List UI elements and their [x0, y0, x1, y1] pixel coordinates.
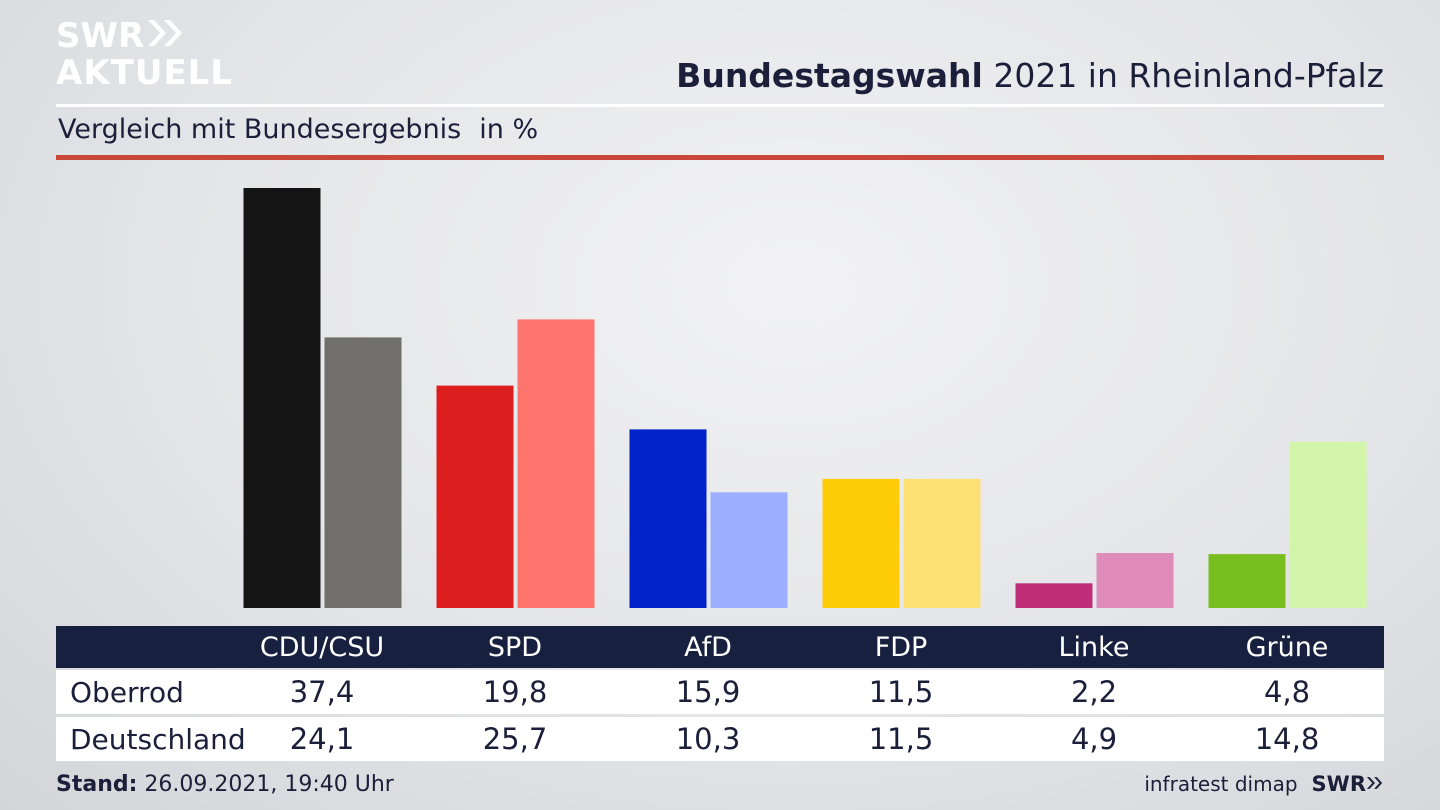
- category-label-linke: Linke: [1058, 631, 1130, 663]
- footer-swr-logo: SWR: [1312, 772, 1384, 796]
- title-rest: 2021 in Rheinland-Pfalz: [993, 56, 1384, 95]
- bar-spd-oberrod: [436, 385, 514, 608]
- double-chevron-icon: [146, 18, 186, 54]
- footer-credits: infratest dimap SWR: [1144, 772, 1384, 796]
- value-fdp-deutschland: 11,5: [868, 722, 934, 756]
- subtitle-text: Vergleich mit Bundesergebnis: [58, 114, 462, 145]
- stand-value: 26.09.2021, 19:40 Uhr: [144, 772, 394, 797]
- table-header: CDU/CSU SPD AfD FDP Linke Grüne: [56, 626, 1384, 668]
- stand-timestamp: Stand: 26.09.2021, 19:40 Uhr: [56, 772, 394, 797]
- row-label-deutschland: Deutschland: [70, 722, 246, 756]
- swr-aktuell-logo: SWR AKTUELL: [56, 18, 233, 90]
- value-cdu-csu-deutschland: 24,1: [289, 722, 355, 756]
- bar-spd-deutschland: [517, 319, 595, 608]
- table-row-oberrod: Oberrod 37,4 19,8 15,9 11,5 2,2 4,8: [56, 670, 1384, 714]
- source-credit: infratest dimap: [1144, 772, 1298, 796]
- logo-swr-text: SWR: [56, 16, 145, 56]
- value-afd-oberrod: 15,9: [675, 675, 741, 709]
- bar-cdu-csu-oberrod: [243, 188, 321, 608]
- subtitle: Vergleich mit Bundesergebnis in %: [58, 114, 538, 145]
- bar-cdu-csu-deutschland: [324, 337, 402, 608]
- footer-swr-text: SWR: [1311, 772, 1366, 796]
- value-gruene-deutschland: 14,8: [1254, 722, 1320, 756]
- value-gruene-oberrod: 4,8: [1263, 675, 1311, 709]
- bar-linke-oberrod: [1015, 583, 1093, 608]
- subtitle-divider: [56, 155, 1384, 160]
- bar-fdp-oberrod: [822, 478, 900, 608]
- value-linke-oberrod: 2,2: [1070, 675, 1118, 709]
- bar-gruene-deutschland: [1289, 441, 1367, 608]
- stand-label: Stand:: [56, 772, 138, 797]
- value-linke-deutschland: 4,9: [1070, 722, 1118, 756]
- bar-chart: [243, 188, 1367, 608]
- value-fdp-oberrod: 11,5: [868, 675, 934, 709]
- unit-label: in %: [479, 114, 539, 145]
- bar-afd-deutschland: [710, 492, 788, 608]
- row-label-oberrod: Oberrod: [70, 675, 184, 709]
- header-divider: [56, 104, 1384, 107]
- category-label-spd: SPD: [487, 631, 543, 663]
- page-title: Bundestagswahl 2021 in Rheinland-Pfalz: [676, 56, 1384, 95]
- logo-aktuell-text: AKTUELL: [56, 53, 234, 93]
- bar-linke-deutschland: [1096, 553, 1174, 608]
- bar-gruene-oberrod: [1208, 554, 1286, 608]
- category-label-fdp: FDP: [874, 631, 928, 663]
- bar-fdp-deutschland: [903, 478, 981, 608]
- bar-afd-oberrod: [629, 429, 707, 608]
- double-chevron-icon: [1366, 772, 1384, 796]
- value-spd-deutschland: 25,7: [482, 722, 548, 756]
- value-cdu-csu-oberrod: 37,4: [289, 675, 355, 709]
- value-afd-deutschland: 10,3: [675, 722, 741, 756]
- category-label-gruene: Grüne: [1245, 631, 1329, 663]
- category-label-afd: AfD: [684, 631, 732, 663]
- value-spd-oberrod: 19,8: [482, 675, 548, 709]
- table-row-deutschland: Deutschland 24,1 25,7 10,3 11,5 4,9 14,8: [56, 717, 1384, 761]
- category-label-cdu-csu: CDU/CSU: [259, 631, 385, 663]
- title-bold: Bundestagswahl: [676, 56, 983, 95]
